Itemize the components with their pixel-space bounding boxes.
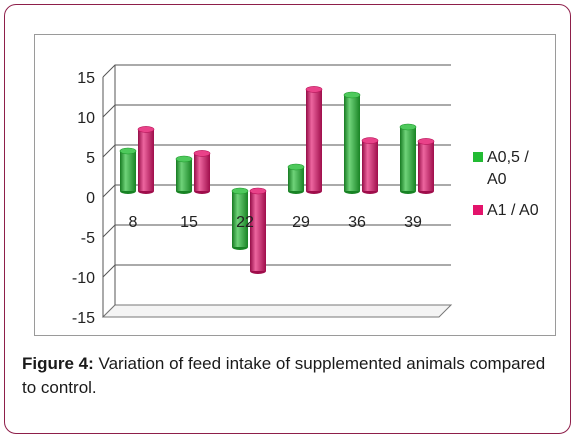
legend-label: A1 / A0 (487, 202, 539, 219)
chart-area: 15 10 5 0 -5 -10 -15 8 15 22 29 36 39 A0,5 /A0 A1 / A… (34, 34, 556, 336)
x-tick-label: 15 (180, 214, 198, 231)
x-tick-label: 29 (292, 214, 310, 231)
bar (249, 187, 267, 274)
legend-swatch (473, 152, 483, 162)
bar (343, 91, 361, 194)
gridline (102, 184, 451, 198)
legend-swatch (473, 205, 483, 215)
bar (193, 150, 211, 194)
y-tick-label: 0 (86, 190, 95, 207)
y-tick-label: -5 (81, 230, 95, 247)
gridline (102, 64, 451, 78)
gridline (102, 144, 451, 158)
y-tick-label: 10 (77, 110, 95, 127)
bar (361, 137, 379, 194)
y-tick-label: 5 (86, 150, 95, 167)
bar (137, 126, 155, 194)
x-tick-label: 8 (129, 214, 138, 231)
gridline (102, 264, 451, 278)
bar (175, 155, 193, 194)
gridline (102, 104, 451, 118)
legend-label: A0,5 /A0 (487, 149, 529, 188)
bar (119, 147, 137, 194)
bar (399, 123, 417, 194)
x-tick-label: 22 (236, 214, 254, 231)
y-tick-label: -15 (72, 310, 95, 327)
caption-label: Figure 4: (22, 354, 94, 373)
bar-chart: 15 10 5 0 -5 -10 -15 8 15 22 29 36 39 A0,5 /A0 A1 / A… (72, 64, 539, 327)
y-tick-label: -10 (72, 270, 95, 287)
figure-frame: 15 10 5 0 -5 -10 -15 8 15 22 29 36 39 A0,5 /A0 A1 / A… (4, 4, 571, 434)
bar (231, 187, 249, 250)
x-tick-label: 39 (404, 214, 422, 231)
y-tick-label: 15 (77, 70, 95, 87)
bar (417, 138, 435, 194)
gridline (102, 224, 451, 238)
chart-floor (101, 304, 453, 318)
x-tick-label: 36 (348, 214, 366, 231)
figure-caption: Figure 4: Variation of feed intake of su… (22, 352, 562, 400)
caption-text: Variation of feed intake of supplemented… (22, 354, 546, 397)
bar (305, 86, 323, 194)
bar (287, 163, 305, 194)
